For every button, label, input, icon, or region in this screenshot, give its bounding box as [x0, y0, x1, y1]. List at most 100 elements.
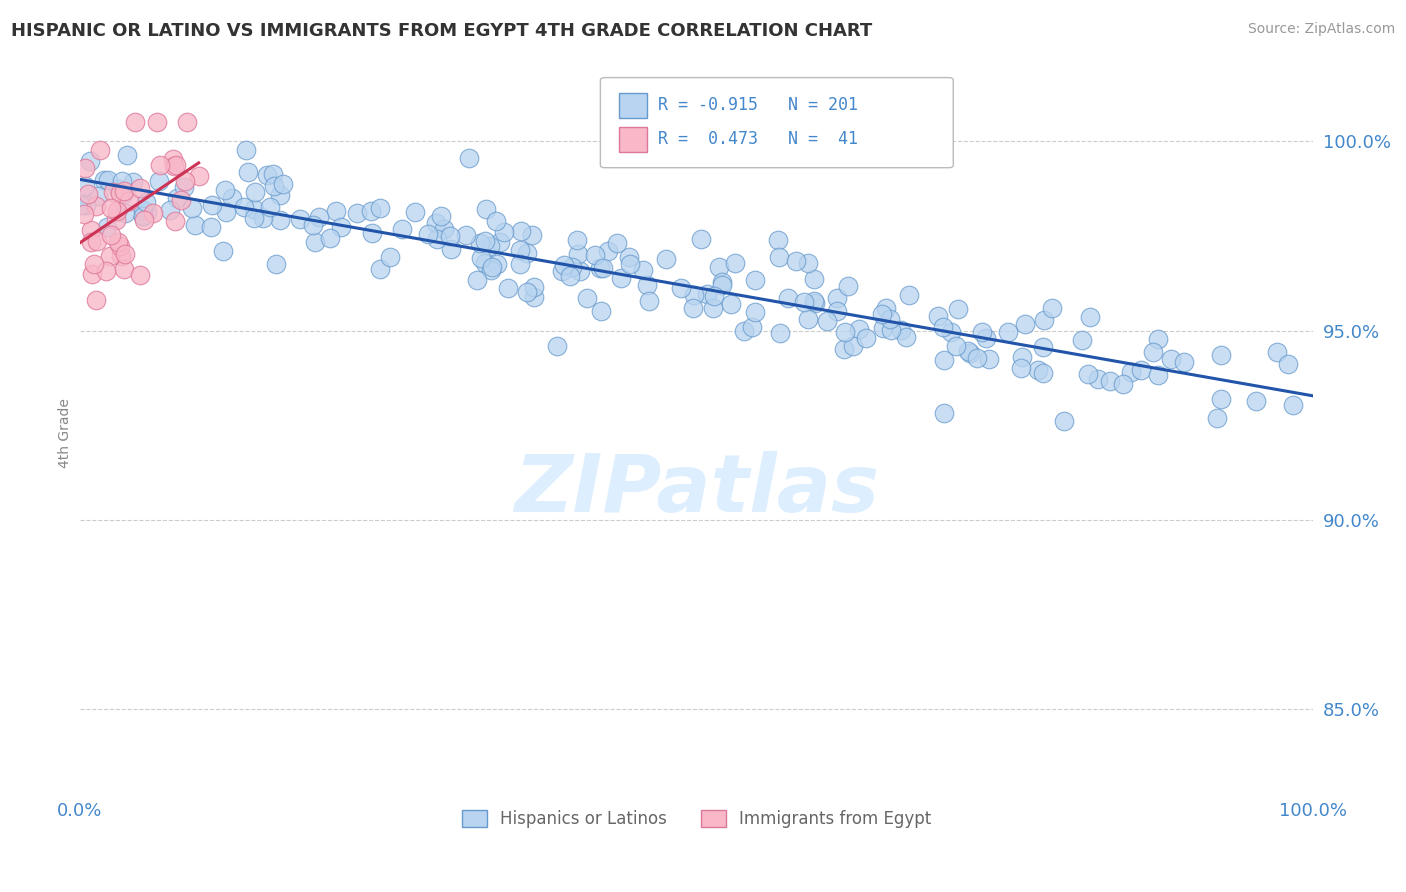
Point	[121, 175, 143, 189]
Point	[86, 293, 108, 308]
Point	[165, 158, 187, 172]
Point	[897, 287, 920, 301]
Point	[702, 301, 724, 315]
Point	[1267, 344, 1289, 359]
Point	[939, 325, 962, 339]
Point	[1209, 348, 1232, 362]
Point	[1070, 334, 1092, 348]
Point	[486, 257, 509, 271]
Point	[475, 202, 498, 216]
Point	[633, 263, 655, 277]
Point	[73, 178, 96, 193]
Point	[957, 343, 980, 358]
Point	[360, 204, 382, 219]
Point	[108, 186, 131, 200]
Point	[77, 186, 100, 201]
Point	[636, 278, 658, 293]
Point	[1277, 357, 1299, 371]
Point	[785, 254, 807, 268]
Point	[682, 301, 704, 316]
Point	[148, 157, 170, 171]
Point	[145, 115, 167, 129]
Point	[1078, 310, 1101, 325]
Point	[118, 194, 141, 209]
Point	[269, 188, 291, 202]
Point	[1244, 394, 1267, 409]
Point	[591, 304, 613, 318]
Point	[86, 199, 108, 213]
Point	[959, 346, 981, 360]
Point	[977, 352, 1000, 367]
Point	[97, 173, 120, 187]
Point	[479, 239, 502, 253]
Point	[425, 216, 447, 230]
Point	[610, 270, 633, 285]
Point	[710, 278, 733, 293]
Point	[606, 235, 628, 250]
Text: Source: ZipAtlas.com: Source: ZipAtlas.com	[1247, 22, 1395, 37]
Point	[703, 289, 725, 303]
Point	[93, 172, 115, 186]
Point	[200, 219, 222, 234]
Point	[110, 249, 132, 263]
Point	[637, 293, 659, 308]
Point	[509, 243, 531, 257]
Point	[1147, 368, 1170, 383]
Point	[187, 169, 209, 184]
Point	[124, 115, 146, 129]
Point	[73, 161, 96, 175]
Point	[114, 247, 136, 261]
Point	[592, 260, 614, 275]
Point	[561, 260, 583, 275]
Point	[558, 268, 581, 283]
Point	[496, 281, 519, 295]
Point	[733, 324, 755, 338]
Point	[112, 261, 135, 276]
Point	[243, 211, 266, 226]
Point	[803, 293, 825, 308]
Point	[439, 229, 461, 244]
Point	[1282, 398, 1305, 412]
Point	[744, 273, 766, 287]
Point	[252, 211, 274, 225]
Point	[546, 339, 568, 353]
Point	[269, 213, 291, 227]
Point	[426, 232, 449, 246]
Point	[329, 220, 352, 235]
Point	[361, 226, 384, 240]
Point	[974, 331, 997, 345]
Point	[1026, 362, 1049, 376]
Point	[825, 291, 848, 305]
Point	[454, 227, 477, 242]
Point	[162, 153, 184, 167]
Point	[1160, 351, 1182, 366]
Text: HISPANIC OR LATINO VS IMMIGRANTS FROM EGYPT 4TH GRADE CORRELATION CHART: HISPANIC OR LATINO VS IMMIGRANTS FROM EG…	[11, 22, 873, 40]
Point	[815, 314, 838, 328]
Point	[433, 222, 456, 236]
Point	[440, 242, 463, 256]
Point	[683, 288, 706, 302]
Point	[201, 197, 224, 211]
Point	[768, 251, 790, 265]
Point	[970, 325, 993, 339]
Point	[510, 224, 533, 238]
Point	[80, 267, 103, 281]
Point	[832, 342, 855, 356]
Point	[1205, 410, 1227, 425]
Point	[80, 235, 103, 249]
Point	[98, 249, 121, 263]
Point	[474, 234, 496, 248]
Point	[404, 204, 426, 219]
Point	[87, 189, 110, 203]
Point	[551, 264, 574, 278]
Point	[70, 197, 93, 211]
Point	[89, 143, 111, 157]
Point	[131, 210, 153, 224]
Point	[848, 322, 870, 336]
Point	[318, 231, 340, 245]
Point	[262, 167, 284, 181]
Point	[214, 183, 236, 197]
Text: ZIPatlas: ZIPatlas	[515, 451, 879, 529]
Point	[481, 262, 503, 277]
Point	[1099, 374, 1122, 388]
